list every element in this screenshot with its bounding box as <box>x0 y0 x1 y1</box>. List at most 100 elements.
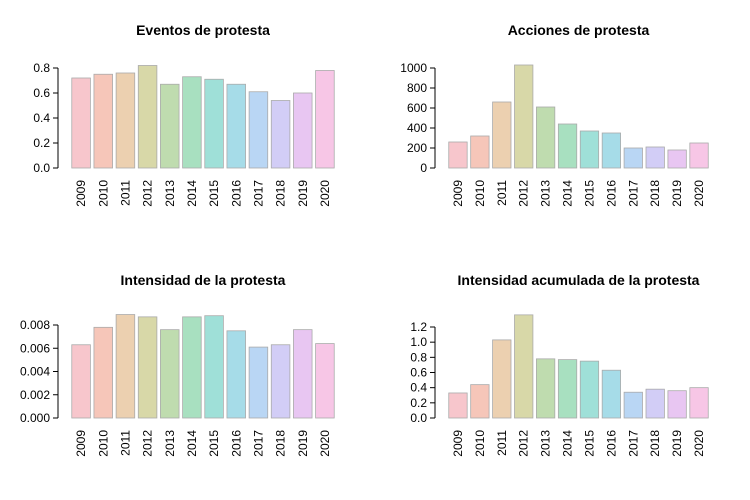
x-tick-label: 2010 <box>473 430 487 457</box>
x-tick-label: 2017 <box>626 430 640 457</box>
bar <box>160 329 180 419</box>
bar <box>270 344 291 419</box>
y-tick-label: 0.6 <box>33 86 50 100</box>
x-tick-label: 2014 <box>561 180 575 207</box>
bar <box>248 91 269 169</box>
bar <box>579 360 600 419</box>
x-tick-label: 2014 <box>185 180 199 207</box>
y-tick-label: 0.2 <box>410 396 427 410</box>
bar <box>667 390 687 419</box>
y-tick-label: 0.4 <box>410 381 427 395</box>
x-tick-label: 2009 <box>74 430 88 457</box>
chart-title: Acciones de protesta <box>508 22 650 38</box>
chart-title: Intensidad acumulada de la protesta <box>458 272 700 288</box>
x-tick-label: 2016 <box>229 430 243 457</box>
x-tick-label: 2011 <box>495 430 509 456</box>
chart-title: Eventos de protesta <box>136 22 270 38</box>
x-tick-label: 2012 <box>517 180 531 207</box>
bar <box>182 316 202 419</box>
y-tick-label: 0 <box>420 161 427 175</box>
y-tick-label: 800 <box>407 81 427 95</box>
bar <box>137 316 158 419</box>
bar <box>182 76 202 169</box>
x-tick-label: 2009 <box>74 180 88 207</box>
y-tick-label: 0.004 <box>20 365 50 379</box>
bar <box>93 326 113 419</box>
x-tick-label: 2016 <box>229 180 243 207</box>
bar <box>448 392 468 419</box>
y-tick-label: 0.2 <box>33 136 50 150</box>
bar <box>93 73 113 169</box>
bar <box>536 358 556 419</box>
x-tick-label: 2014 <box>185 430 199 457</box>
bar <box>470 135 490 169</box>
y-tick-label: 0.002 <box>20 388 50 402</box>
bar <box>137 65 158 169</box>
bar <box>514 314 534 419</box>
y-tick-label: 600 <box>407 101 427 115</box>
y-tick-label: 0.8 <box>33 61 50 75</box>
bar <box>689 142 709 169</box>
bar <box>448 141 468 169</box>
y-tick-label: 0.8 <box>410 350 427 364</box>
bar <box>71 344 91 419</box>
y-tick-label: 1000 <box>400 61 427 75</box>
x-tick-label: 2009 <box>451 430 465 457</box>
bar <box>293 92 313 169</box>
x-tick-label: 2014 <box>561 430 575 457</box>
bar <box>204 78 224 169</box>
bar <box>557 123 578 169</box>
bar <box>645 146 665 169</box>
x-tick-label: 2019 <box>670 180 684 207</box>
y-tick-label: 0.008 <box>20 318 50 332</box>
bar <box>115 72 136 169</box>
x-tick-label: 2015 <box>207 180 221 207</box>
y-tick-label: 0.0 <box>33 161 50 175</box>
chart-title: Intensidad de la protesta <box>121 272 286 288</box>
x-tick-label: 2009 <box>451 180 465 207</box>
bar <box>623 147 643 169</box>
x-tick-label: 2011 <box>118 430 132 456</box>
bar <box>645 388 665 419</box>
bar <box>667 149 687 169</box>
x-tick-label: 2018 <box>274 180 288 207</box>
x-tick-label: 2019 <box>296 430 310 457</box>
bar <box>557 359 578 419</box>
bar <box>689 387 709 419</box>
x-tick-label: 2010 <box>473 180 487 207</box>
x-tick-label: 2013 <box>539 180 553 207</box>
x-tick-label: 2015 <box>582 430 596 457</box>
x-tick-label: 2016 <box>604 180 618 207</box>
bar <box>160 83 180 169</box>
x-tick-label: 2018 <box>648 430 662 457</box>
bar <box>71 77 91 169</box>
x-tick-label: 2020 <box>692 430 706 457</box>
x-tick-label: 2017 <box>626 180 640 207</box>
bar <box>601 369 621 419</box>
bar <box>248 346 269 419</box>
y-tick-label: 0.006 <box>20 341 50 355</box>
x-tick-label: 2020 <box>692 180 706 207</box>
bar <box>270 100 291 169</box>
x-tick-label: 2017 <box>251 180 265 207</box>
y-tick-label: 1.2 <box>410 320 427 334</box>
bar <box>536 106 556 169</box>
bar <box>226 330 246 419</box>
x-tick-label: 2016 <box>604 430 618 457</box>
x-tick-label: 2018 <box>648 180 662 207</box>
y-tick-label: 0.6 <box>410 366 427 380</box>
x-tick-label: 2020 <box>318 430 332 457</box>
x-tick-label: 2017 <box>251 430 265 457</box>
x-tick-label: 2012 <box>517 430 531 457</box>
bar <box>492 101 512 169</box>
x-tick-label: 2015 <box>582 180 596 207</box>
bar <box>470 384 490 419</box>
x-tick-label: 2015 <box>207 430 221 457</box>
x-tick-label: 2013 <box>539 430 553 457</box>
bar <box>492 339 512 419</box>
bar <box>601 132 621 169</box>
y-tick-label: 400 <box>407 121 427 135</box>
x-tick-label: 2010 <box>96 430 110 457</box>
x-tick-label: 2013 <box>163 430 177 457</box>
x-tick-label: 2010 <box>96 180 110 207</box>
